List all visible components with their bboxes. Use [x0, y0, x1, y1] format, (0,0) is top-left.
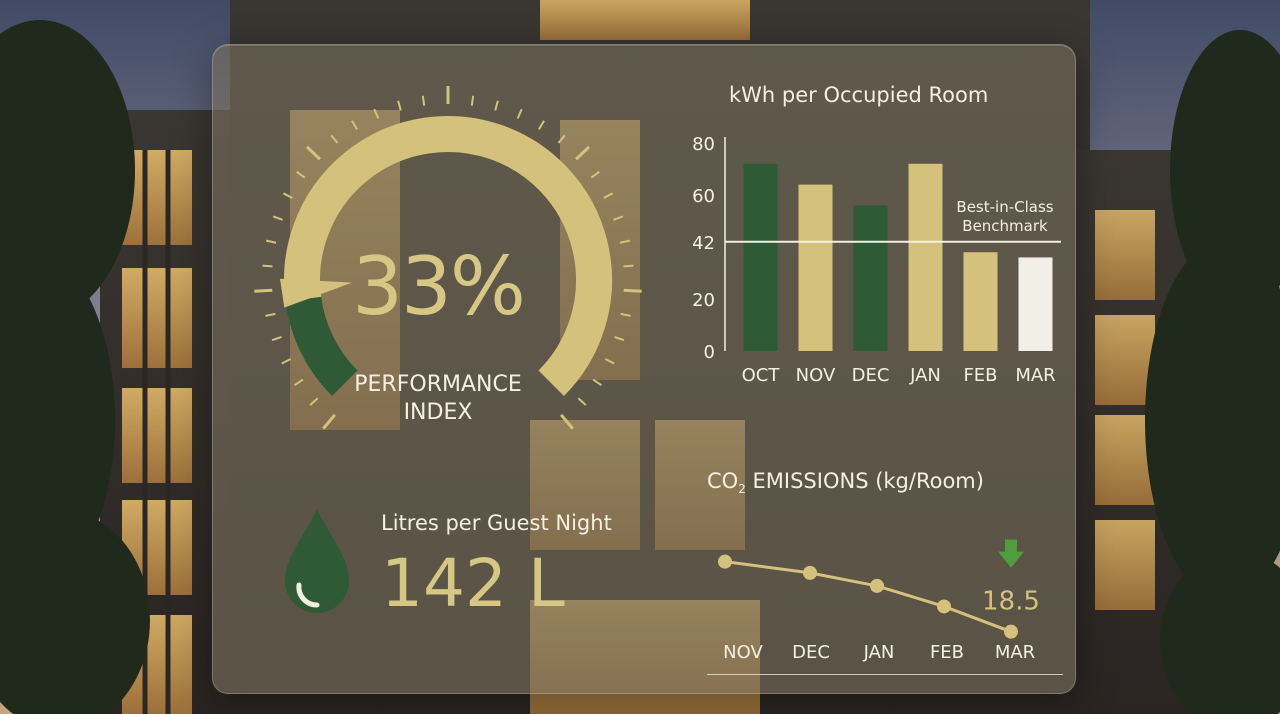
performance-label-line2: INDEX — [403, 400, 473, 425]
performance-index-label: PERFORMANCE INDEX — [333, 371, 543, 427]
line-x-tick-label: DEC — [792, 642, 830, 663]
gauge-tick — [604, 358, 615, 365]
gauge-tick — [281, 358, 292, 365]
bar — [908, 163, 943, 351]
bar-chart-title: kWh per Occupied Room — [729, 83, 989, 107]
gauge-tick — [516, 108, 523, 119]
gauge-tick — [351, 120, 358, 130]
x-tick-label: MAR — [1015, 365, 1055, 386]
gauge-tick — [282, 192, 293, 199]
dashboard-panel: 33% PERFORMANCE INDEX Litres per Guest N… — [212, 44, 1076, 694]
gauge-tick — [614, 336, 625, 342]
benchmark-label-line2: Benchmark — [962, 217, 1048, 235]
gauge-tick — [620, 312, 631, 317]
gauge-tick — [603, 192, 614, 199]
gauge-tick — [577, 397, 587, 406]
x-tick-label: JAN — [909, 365, 941, 386]
water-metric-title: Litres per Guest Night — [381, 511, 612, 535]
co2-series-line — [724, 560, 1012, 634]
line-x-tick-label: JAN — [863, 642, 895, 663]
bar — [1018, 257, 1053, 351]
gauge-tick — [397, 100, 402, 111]
data-point — [870, 578, 884, 593]
gauge-tick — [613, 215, 624, 221]
benchmark-label-line1: Best-in-Class — [956, 198, 1053, 216]
gauge-tick — [330, 134, 339, 144]
line-x-tick-label: MAR — [994, 642, 1036, 663]
y-tick-label: 0 — [704, 342, 715, 363]
y-tick-label: 20 — [692, 290, 715, 311]
gauge-tick — [296, 171, 306, 179]
data-point — [803, 565, 817, 580]
line-x-tick-label: NOV — [723, 642, 763, 663]
x-tick-label: NOV — [796, 365, 836, 386]
gauge-tick — [262, 264, 273, 268]
gauge-tick — [494, 100, 499, 111]
water-drop-icon — [285, 509, 349, 613]
x-tick-label: FEB — [963, 365, 997, 386]
arrow-down-icon — [998, 539, 1024, 568]
data-point — [937, 599, 951, 614]
gauge-tick — [272, 215, 283, 221]
gauge-tick — [305, 145, 322, 161]
gauge-tick — [592, 378, 602, 387]
water-metric-value: 142 L — [381, 545, 565, 622]
last-value-label: 18.5 — [982, 587, 1040, 617]
gauge-tick — [271, 336, 282, 342]
co2-title-prefix: CO — [707, 469, 739, 493]
data-point — [1004, 624, 1018, 639]
gauge-tick — [557, 134, 566, 144]
x-tick-label: OCT — [742, 365, 781, 386]
data-point — [718, 554, 732, 569]
co2-line-chart: 18.5 — [707, 539, 1063, 675]
bar — [853, 205, 888, 351]
bar — [963, 252, 998, 351]
gauge-tick — [254, 288, 273, 293]
gauge-pointer — [280, 278, 353, 308]
gauge-tick — [266, 239, 277, 244]
gauge-tick — [574, 145, 591, 161]
gauge-tick — [559, 413, 574, 430]
gauge-tick — [538, 120, 545, 130]
co2-title-suffix: EMISSIONS (kg/Room) — [745, 469, 984, 493]
bar — [798, 184, 833, 351]
gauge-tick — [265, 312, 276, 317]
gauge-tick — [623, 264, 634, 268]
gauge-tick — [590, 171, 600, 179]
gauge-tick — [619, 239, 630, 244]
line-chart-title: CO2 EMISSIONS (kg/Room) — [707, 469, 984, 496]
gauge-tick — [294, 378, 304, 387]
y-tick-label: 42 — [692, 233, 715, 254]
performance-label-line1: PERFORMANCE — [354, 372, 522, 397]
x-tick-label: DEC — [852, 365, 890, 386]
kwh-bar-chart: 0 20 42 60 80 OCT NOV DEC JAN FEB MAR Best-in-Class… — [692, 134, 1061, 386]
performance-index-value: 33% — [352, 240, 526, 333]
gauge-tick — [309, 397, 319, 406]
gauge-tick — [421, 95, 426, 106]
gauge-tick — [623, 288, 642, 293]
y-tick-label: 60 — [692, 186, 715, 207]
bar — [743, 163, 778, 351]
line-x-tick-label: FEB — [929, 642, 965, 663]
y-tick-label: 80 — [692, 134, 715, 155]
gauge-tick — [373, 108, 380, 119]
gauge-tick — [470, 95, 475, 106]
co2-title-sub: 2 — [738, 482, 746, 497]
